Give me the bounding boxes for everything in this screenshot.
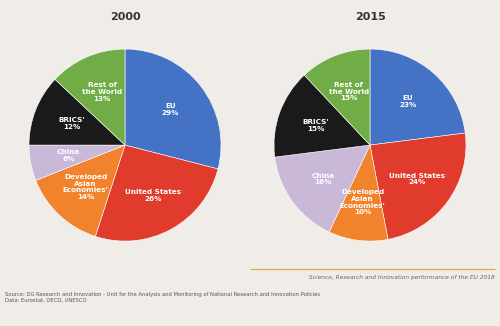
Text: BRICS'
12%: BRICS' 12%: [58, 117, 85, 130]
Title: 2015: 2015: [354, 11, 386, 22]
Wedge shape: [36, 145, 125, 236]
Text: China
16%: China 16%: [312, 172, 335, 185]
Text: BRICS'
15%: BRICS' 15%: [302, 119, 329, 132]
Text: EU
23%: EU 23%: [400, 96, 416, 108]
Wedge shape: [274, 75, 370, 157]
Wedge shape: [96, 145, 218, 241]
Wedge shape: [275, 145, 370, 232]
Text: Developed
Asian
Economies'
10%: Developed Asian Economies' 10%: [340, 189, 386, 215]
Wedge shape: [370, 133, 466, 239]
Text: Rest of
the World
15%: Rest of the World 15%: [328, 82, 369, 101]
Text: China
6%: China 6%: [57, 150, 80, 162]
Wedge shape: [304, 49, 370, 145]
Text: United States
26%: United States 26%: [124, 189, 180, 202]
Text: United States
24%: United States 24%: [388, 172, 444, 185]
Text: Source: DG Research and Innovation - Unit for the Analysis and Monitoring of Nat: Source: DG Research and Innovation - Uni…: [5, 292, 320, 303]
Text: Science, Research and Innovation performance of the EU 2018: Science, Research and Innovation perform…: [309, 275, 495, 280]
Text: Rest of
the World
13%: Rest of the World 13%: [82, 82, 122, 102]
Title: 2000: 2000: [110, 11, 140, 22]
Wedge shape: [329, 145, 388, 241]
Wedge shape: [29, 79, 125, 145]
Wedge shape: [29, 145, 125, 180]
Wedge shape: [55, 49, 125, 145]
Text: Developed
Asian
Economies'
14%: Developed Asian Economies' 14%: [62, 174, 108, 200]
Wedge shape: [370, 49, 465, 145]
Wedge shape: [125, 49, 221, 169]
Text: EU
29%: EU 29%: [162, 103, 179, 116]
